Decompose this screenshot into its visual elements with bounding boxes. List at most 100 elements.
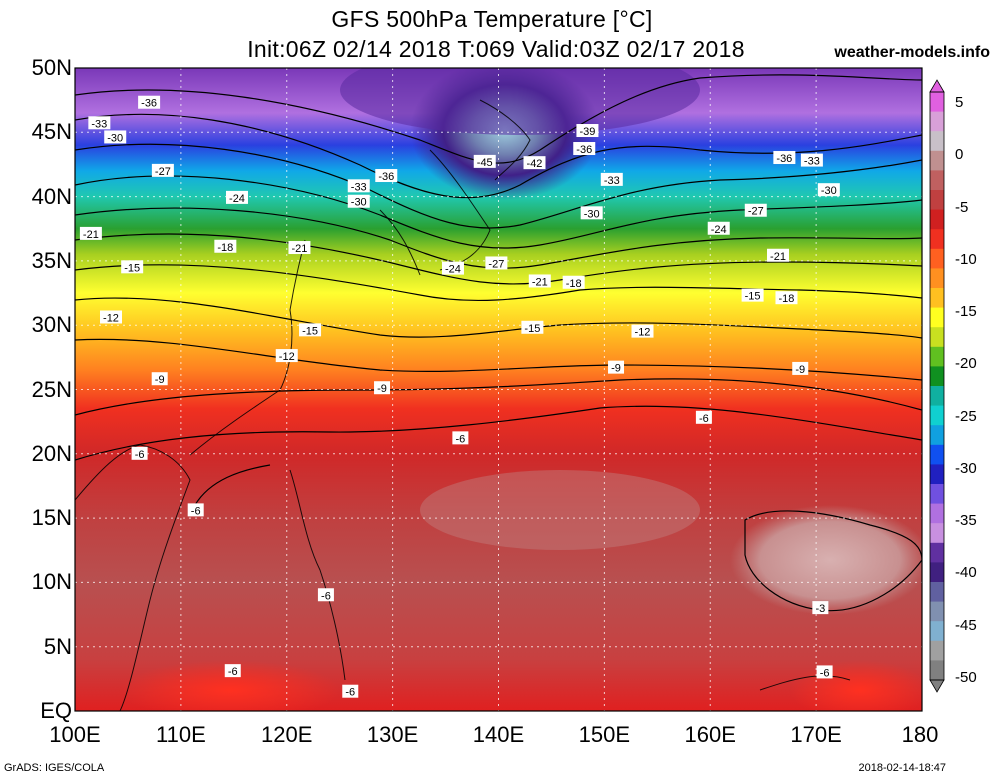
contour-label-box [214, 239, 237, 253]
colorbar-swatch [930, 660, 944, 681]
contour-label: -39 [579, 126, 595, 138]
colorbar-swatch [930, 268, 944, 289]
contour-label-box [441, 261, 464, 275]
colorbar-swatch [930, 542, 944, 563]
contour-label-box [79, 226, 102, 240]
lon-label: 160E [684, 722, 736, 747]
contour-label: -12 [103, 312, 119, 324]
lon-label: 170E [790, 722, 842, 747]
colorbar-label: -20 [955, 355, 977, 373]
contour-label: -21 [532, 276, 548, 288]
contour-label-box [375, 169, 398, 183]
colorbar-swatch [930, 190, 944, 211]
contour-label-box [347, 194, 370, 208]
colorbar-swatch [930, 562, 944, 583]
colorbar-swatch [930, 405, 944, 426]
colorbar-max-arrow [929, 79, 945, 93]
contour-label: -24 [445, 264, 461, 276]
contour-label: -36 [141, 98, 157, 110]
colorbar-swatch [930, 131, 944, 152]
contour-label-box [121, 260, 144, 274]
contour-label-box [573, 142, 596, 156]
contour-label: -21 [83, 229, 99, 241]
contour-label: -6 [699, 413, 709, 425]
colorbar-swatch [930, 640, 944, 661]
lon-label: 130E [366, 722, 419, 747]
brand-label[interactable]: weather-models.info [834, 44, 990, 61]
colorbar-label: -30 [955, 459, 977, 477]
contour-label: -30 [107, 132, 123, 144]
lon-label: 180 [901, 722, 939, 747]
lat-label: 10N [31, 569, 72, 595]
contour-label: -33 [604, 175, 620, 187]
lat-label: 45N [31, 119, 72, 145]
contour-label-box [288, 241, 311, 255]
contour-label-box [138, 95, 161, 109]
contour-label-box [812, 601, 829, 615]
contour-label: -6 [321, 590, 331, 602]
contour-label-box [817, 183, 840, 197]
lat-label: 40N [31, 183, 72, 209]
contour-label-box [342, 684, 359, 698]
colorbar-swatch [930, 346, 944, 367]
contour-label-box [299, 323, 322, 337]
contour-label: -33 [804, 156, 820, 168]
colorbar-swatch [930, 150, 944, 171]
map-subtitle: Init:06Z 02/14 2018 T:069 Valid:03Z 02/1… [247, 36, 745, 62]
colorbar-label: -25 [955, 407, 977, 425]
contour-label-layer: -36 -33 -30 -27 -24 -21 -18 -21 -15 -12 -15 -12 -9 -9… [79, 95, 840, 699]
contour-label: -30 [821, 185, 837, 197]
lat-label: 50N [31, 55, 72, 80]
contour-label-box [521, 320, 544, 334]
contour-label: -6 [345, 687, 355, 699]
contour-label: -9 [795, 364, 805, 376]
colorbar-label: -40 [955, 564, 977, 582]
contour-label-box [275, 349, 298, 363]
colorbar-label: -15 [955, 303, 977, 321]
contour-label-box [452, 431, 469, 445]
contour-label: -36 [776, 153, 792, 165]
contour-label: -15 [302, 325, 318, 337]
contour-label: -36 [378, 171, 394, 183]
contour-label: -18 [217, 242, 233, 254]
lon-label: 120E [261, 722, 313, 747]
colorbar-swatch [930, 366, 944, 387]
colorbar-swatch [930, 464, 944, 485]
contour-label: -30 [351, 197, 367, 209]
lon-label: 110E [156, 722, 206, 747]
contour-label: -21 [292, 243, 308, 255]
contour-label: -24 [229, 193, 245, 205]
contour-label: -9 [155, 374, 165, 386]
contour-label-box [347, 179, 370, 193]
contour-label-box [99, 310, 122, 324]
lat-label: 25N [31, 376, 72, 402]
colorbar-swatch [930, 444, 944, 465]
lon-label: 140E [472, 722, 525, 747]
contour-label-box [773, 151, 796, 165]
contour-label-box [485, 256, 508, 270]
contour-label-box [317, 588, 334, 602]
contour-label-box [374, 381, 391, 395]
contour-label: -21 [770, 251, 786, 263]
lon-label: 150E [578, 722, 631, 747]
contour-label: -18 [566, 278, 582, 290]
contour-label: -3 [815, 603, 825, 615]
contour-label-box [104, 130, 127, 144]
contour-label-box [775, 291, 798, 305]
colorbar-swatch [930, 307, 944, 328]
contour-label: -24 [711, 224, 727, 236]
contour-label-box [528, 274, 551, 288]
contour-label-box [741, 288, 764, 302]
contour-label: -33 [351, 181, 367, 193]
lat-label: 15N [31, 505, 72, 531]
contour-label-box [473, 154, 496, 168]
colorbar-swatch [930, 92, 944, 113]
colorbar-swatch [930, 425, 944, 446]
colorbar-label: 0 [955, 146, 964, 164]
contour-label: -27 [748, 206, 764, 218]
contour-label-box [576, 124, 599, 138]
contour-label: -12 [279, 351, 295, 363]
lat-label: 35N [31, 247, 72, 273]
contour-label: -15 [524, 323, 540, 335]
